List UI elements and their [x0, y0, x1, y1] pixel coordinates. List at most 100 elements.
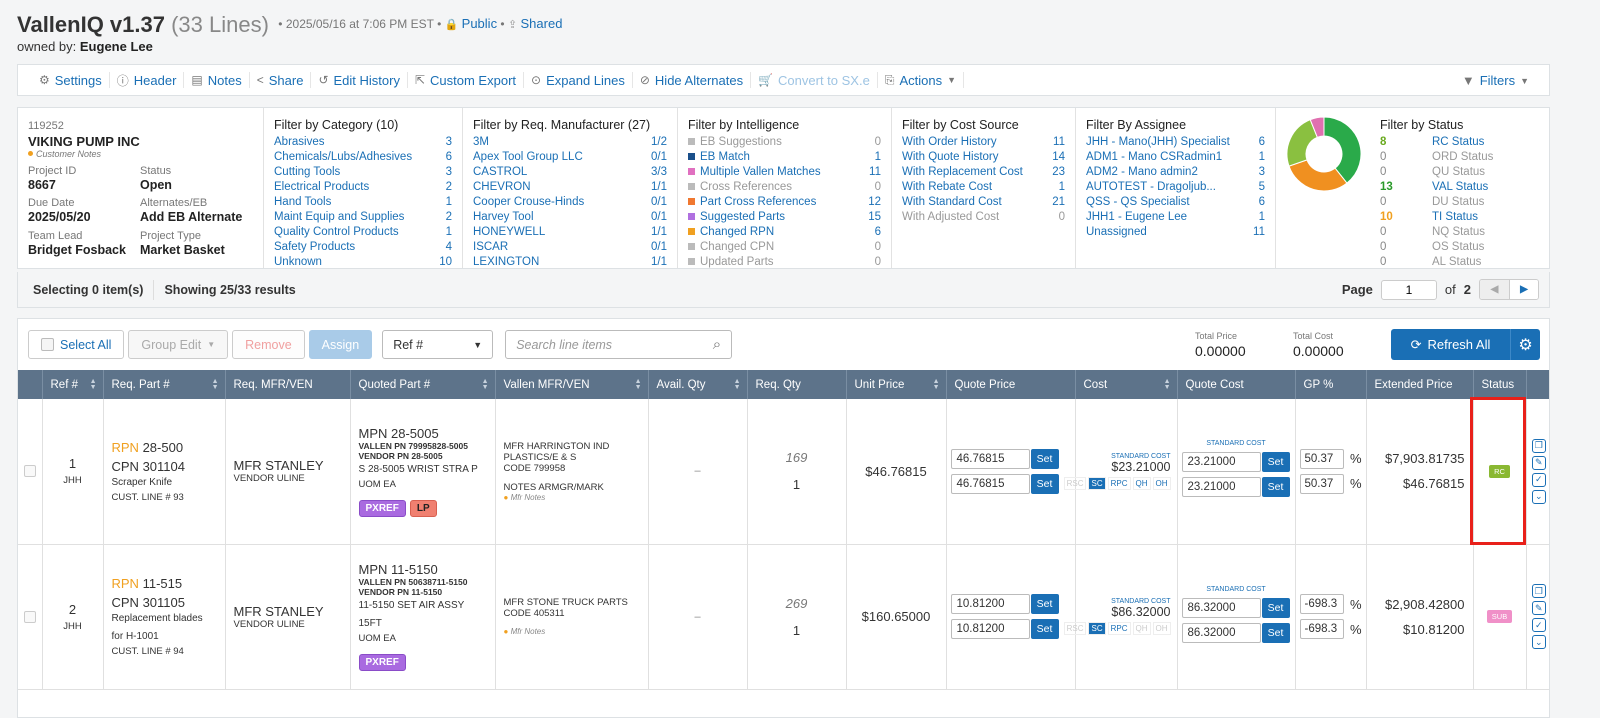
column-header[interactable]: Extended Price [1366, 370, 1474, 399]
check-icon[interactable]: ✓ [1531, 618, 1546, 632]
column-header[interactable]: Avail. Qty ▲ ▼ [648, 370, 748, 399]
copy-icon[interactable]: ❐ [1531, 584, 1546, 598]
filter-item[interactable]: Electrical Products 2 [274, 181, 452, 193]
sort-icon[interactable]: ▲ ▼ [481, 378, 489, 391]
status-badge[interactable]: RC [1489, 464, 1510, 478]
sort-icon[interactable]: ▲ ▼ [932, 378, 940, 391]
cost-source-tab[interactable]: SC [1088, 622, 1106, 635]
column-header[interactable]: Vallen MFR/VEN ▲ ▼ [495, 370, 649, 399]
sort-icon[interactable]: ▲ ▼ [1163, 378, 1171, 391]
filter-item[interactable]: LEXINGTON 1/1 [473, 256, 667, 268]
status-filter-item[interactable]: 0 DU Status [1380, 196, 1485, 208]
actions-dropdown[interactable]: ⎘ Actions ▼ [878, 72, 964, 88]
convert-button[interactable]: 🛒 Convert to SX.e [751, 72, 878, 88]
page-input[interactable] [1380, 279, 1437, 300]
column-header[interactable]: Req. Qty [747, 370, 847, 399]
filter-item[interactable]: ADM1 - Mano CSRadmin1 1 [1086, 151, 1265, 163]
quote-price-input[interactable]: 46.76815 [950, 473, 1030, 494]
filter-item[interactable]: EB Match 1 [688, 150, 881, 165]
filter-item[interactable]: Apex Tool Group LLC 0/1 [473, 151, 667, 163]
status-filter-item[interactable]: 0 NQ Status [1380, 226, 1486, 238]
cost-source-tab[interactable]: QH [1132, 476, 1151, 490]
status-filter-item[interactable]: 13 VAL Status [1380, 181, 1489, 193]
cost-source-tab[interactable]: OH [1152, 476, 1171, 490]
gp-input[interactable]: -698.3 [1299, 594, 1344, 614]
column-header[interactable]: Req. MFR/VEN [225, 370, 351, 399]
custom-export-button[interactable]: ⇱ Custom Export [408, 72, 525, 88]
filter-item[interactable]: Multiple Vallen Matches 11 [688, 165, 881, 180]
remove-button[interactable]: Remove [232, 330, 305, 359]
sort-icon[interactable]: ▲ ▼ [634, 378, 642, 391]
filter-item[interactable]: CASTROL 3/3 [473, 166, 667, 178]
edit-icon[interactable]: ✎ [1531, 601, 1546, 615]
column-header[interactable]: Unit Price ▲ ▼ [846, 370, 947, 399]
customer-notes-link[interactable]: Customer Notes [28, 149, 263, 159]
filter-item[interactable]: ADM2 - Mano admin2 3 [1086, 166, 1265, 178]
expand-icon[interactable]: ⌄ [1531, 489, 1546, 504]
mfr-notes-link[interactable]: ● Mfr Notes [503, 627, 546, 636]
public-link[interactable]: Public [461, 16, 498, 31]
cost-source-tab[interactable]: RPC [1107, 476, 1131, 490]
checkbox[interactable] [41, 338, 54, 351]
quote-cost-input[interactable]: 86.32000 [1181, 622, 1261, 643]
status-badge[interactable]: SUB [1486, 610, 1513, 623]
filter-item[interactable]: Unassigned 11 [1086, 226, 1265, 238]
filter-item[interactable]: Cutting Tools 3 [274, 166, 452, 178]
status-filter-item[interactable]: 0 AL Status [1380, 256, 1482, 268]
expand-lines-button[interactable]: ⊙ Expand Lines [524, 72, 633, 88]
edit-history-button[interactable]: ↺ Edit History [311, 72, 408, 88]
status-filter-item[interactable]: 10 TI Status [1380, 211, 1479, 223]
column-header[interactable]: Quote Price [946, 370, 1076, 399]
quote-price-input[interactable]: 46.76815 [950, 448, 1030, 469]
filters-button[interactable]: ▼ Filters ▼ [1461, 73, 1529, 88]
notes-button[interactable]: ▤ Notes [184, 72, 250, 88]
table-row[interactable]: 1 JHH RPN 28-500 CPN 301104 Scraper Knife CU… [18, 399, 1549, 545]
set-button[interactable]: Set [1030, 594, 1059, 614]
quote-cost-input[interactable]: 23.21000 [1181, 477, 1261, 498]
settings-button[interactable]: ⚙ Settings [32, 72, 110, 88]
filter-item[interactable]: Quality Control Products 1 [274, 226, 452, 238]
column-header[interactable]: Quoted Part # ▲ ▼ [350, 370, 496, 399]
quote-price-input[interactable]: 10.81200 [950, 594, 1030, 614]
cost-source-tab[interactable]: QH [1132, 622, 1151, 635]
filter-item[interactable]: Unknown 10 [274, 256, 452, 268]
filter-item[interactable]: Chemicals/Lubs/Adhesives 6 [274, 151, 452, 163]
header-button[interactable]: ⓘ Header [110, 72, 185, 88]
prev-page-button[interactable]: ◀ [1480, 280, 1509, 299]
column-header[interactable]: Quote Cost [1177, 370, 1296, 399]
status-filter-item[interactable]: 0 OS Status [1380, 241, 1485, 253]
quote-price-input[interactable]: 10.81200 [950, 619, 1030, 639]
filter-item[interactable]: Suggested Parts 15 [688, 210, 881, 225]
filter-item[interactable]: With Order History 11 [902, 136, 1065, 148]
gear-icon[interactable]: ⚙ [1510, 329, 1540, 360]
set-button[interactable]: Set [1030, 619, 1059, 639]
filter-item[interactable]: With Standard Cost 21 [902, 196, 1065, 208]
filter-item[interactable]: 3M 1/2 [473, 136, 667, 148]
select-all-button[interactable]: Select All [28, 330, 125, 359]
edit-icon[interactable]: ✎ [1531, 455, 1546, 470]
filter-item[interactable]: Hand Tools 1 [274, 196, 452, 208]
filter-item[interactable]: HONEYWELL 1/1 [473, 226, 667, 238]
set-button[interactable]: Set [1030, 473, 1059, 494]
gp-input[interactable]: -698.3 [1299, 619, 1344, 639]
filter-item[interactable]: ISCAR 0/1 [473, 241, 667, 253]
share-button[interactable]: < Share [250, 72, 312, 88]
sort-icon[interactable]: ▲ ▼ [733, 378, 741, 391]
refresh-all-button[interactable]: ⟳ Refresh All ⚙ [1391, 329, 1540, 360]
status-filter-item[interactable]: 0 ORD Status [1380, 151, 1494, 163]
table-row[interactable]: 2 JHH RPN 11-515 CPN 301105 Replacement bla… [18, 544, 1549, 690]
quote-cost-input[interactable]: 23.21000 [1181, 452, 1261, 473]
gp-input[interactable]: 50.37 [1299, 448, 1344, 469]
filter-item[interactable]: Changed CPN 0 [688, 240, 881, 255]
sort-icon[interactable]: ▲ ▼ [211, 378, 219, 391]
set-button[interactable]: Set [1261, 622, 1290, 643]
status-filter-item[interactable]: 0 QU Status [1380, 166, 1486, 178]
filter-item[interactable]: JHH - Mano(JHH) Specialist 6 [1086, 136, 1265, 148]
check-icon[interactable]: ✓ [1531, 472, 1546, 487]
group-edit-button[interactable]: Group Edit ▼ [128, 330, 229, 359]
filter-item[interactable]: JHH1 - Eugene Lee 1 [1086, 211, 1265, 223]
quote-cost-input[interactable]: 86.32000 [1181, 597, 1261, 618]
filter-item[interactable]: Maint Equip and Supplies 2 [274, 211, 452, 223]
column-header[interactable]: Req. Part # ▲ ▼ [103, 370, 226, 399]
filter-item[interactable]: Abrasives 3 [274, 136, 452, 148]
